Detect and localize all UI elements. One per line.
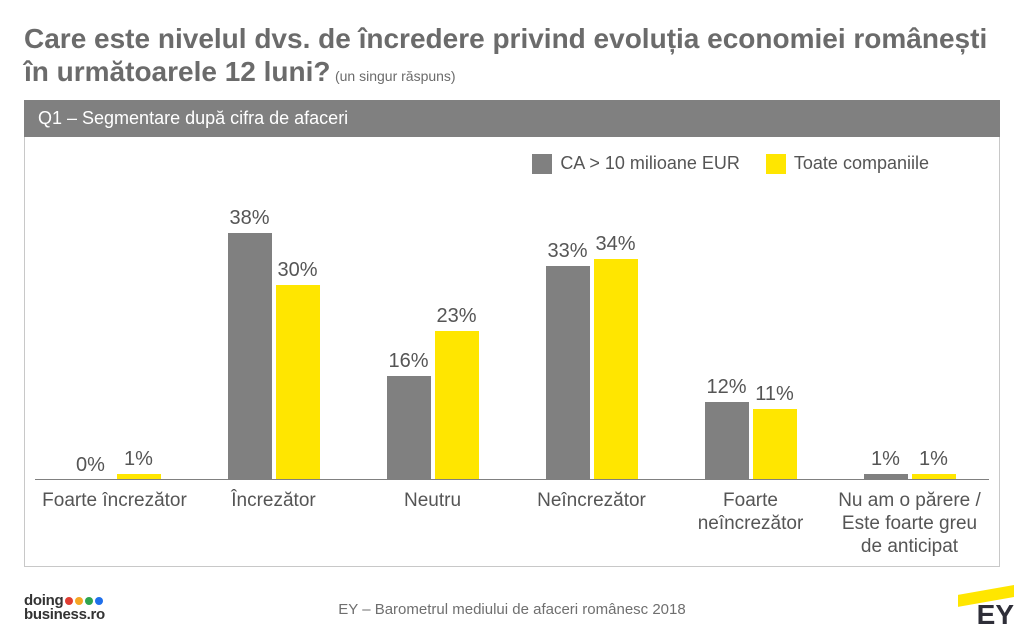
legend: CA > 10 milioane EUR Toate companiile [532, 153, 929, 174]
ey-logo: EY [958, 585, 1014, 629]
plot-area: 0%1%38%30%16%23%33%34%12%11%1%1% Foarte … [35, 197, 989, 562]
bar-wrap: 11% [753, 383, 797, 481]
bar-wrap: 12% [705, 376, 749, 480]
category-label: Încrezător [194, 484, 353, 562]
footer-text: EY – Barometrul mediului de afaceri româ… [338, 601, 685, 618]
chart-frame: CA > 10 milioane EUR Toate companiile 0% 1… [24, 137, 1000, 567]
category-label: Neutru [353, 484, 512, 562]
bar-value-label: 12% [706, 376, 746, 399]
bar [753, 409, 797, 481]
bar-group: 1% 1% [830, 220, 989, 480]
bar-group: 33% 34% [512, 220, 671, 480]
title-block: Care este nivelul dvs. de încredere priv… [24, 22, 1000, 88]
legend-swatch [766, 154, 786, 174]
bar-value-label: 23% [436, 305, 476, 328]
bars-row: 0% 1% 38%30% 16% 23% 33% 34% 12% 11% 1% 1% [35, 220, 989, 480]
bar [594, 259, 638, 480]
category-label: Foarte încrezător [35, 484, 194, 562]
category-label: Foarte neîncrezător [671, 484, 830, 562]
bar-value-label: 38% [229, 207, 269, 230]
bar-group: 12% 11% [671, 220, 830, 480]
bar-wrap: 1% [912, 448, 956, 481]
logo-dot [75, 597, 83, 605]
bar-value-label: 1% [124, 448, 153, 471]
bar [705, 402, 749, 480]
bar [546, 266, 590, 481]
legend-item: Toate companiile [766, 153, 929, 174]
bar-group: 0% 1% [35, 220, 194, 480]
bar-value-label: 30% [277, 259, 317, 282]
bar-value-label: 16% [388, 350, 428, 373]
logo-dot [95, 597, 103, 605]
slide: Care este nivelul dvs. de încredere priv… [0, 0, 1024, 637]
db-logo-bottom: business.ro [24, 606, 105, 623]
bar-value-label: 34% [595, 233, 635, 256]
bar-value-label: 11% [755, 383, 794, 406]
x-axis [35, 479, 989, 480]
bar [228, 233, 272, 480]
bar-wrap: 33% [546, 240, 590, 481]
bar [276, 285, 320, 480]
bar-wrap: 30% [276, 259, 320, 480]
legend-label: Toate companiile [794, 153, 929, 174]
logo-dot [65, 597, 73, 605]
legend-item: CA > 10 milioane EUR [532, 153, 740, 174]
bar-value-label: 1% [871, 448, 900, 471]
question-band: Q1 – Segmentare după cifra de afaceri [24, 100, 1000, 137]
bar-wrap: 23% [435, 305, 479, 481]
bar-wrap: 38% [228, 207, 272, 480]
bar-wrap: 16% [387, 350, 431, 480]
doingbusiness-logo: doing business.ro [24, 592, 105, 623]
legend-label: CA > 10 milioane EUR [560, 153, 740, 174]
bar-group: 38%30% [194, 220, 353, 480]
footer: doing business.ro EY – Barometrul mediul… [0, 591, 1024, 631]
slide-title-note: (un singur răspuns) [335, 68, 456, 84]
category-label: Neîncrezător [512, 484, 671, 562]
bar-wrap: 1% [117, 448, 161, 481]
categories-row: Foarte încrezătorÎncrezătorNeutruNeîncre… [35, 484, 989, 562]
bar [435, 331, 479, 481]
category-label: Nu am o părere / Este foarte greu de ant… [830, 484, 989, 562]
logo-dot [85, 597, 93, 605]
bar-wrap: 34% [594, 233, 638, 480]
bar [387, 376, 431, 480]
bar-value-label: 33% [547, 240, 587, 263]
ey-logo-text: EY [977, 599, 1014, 631]
slide-title: Care este nivelul dvs. de încredere priv… [24, 23, 987, 87]
bar-value-label: 0% [76, 454, 105, 477]
bar-wrap: 0% [69, 454, 113, 480]
bar-group: 16% 23% [353, 220, 512, 480]
legend-swatch [532, 154, 552, 174]
db-logo-dots [65, 597, 103, 605]
bar-value-label: 1% [919, 448, 948, 471]
bar-wrap: 1% [864, 448, 908, 481]
